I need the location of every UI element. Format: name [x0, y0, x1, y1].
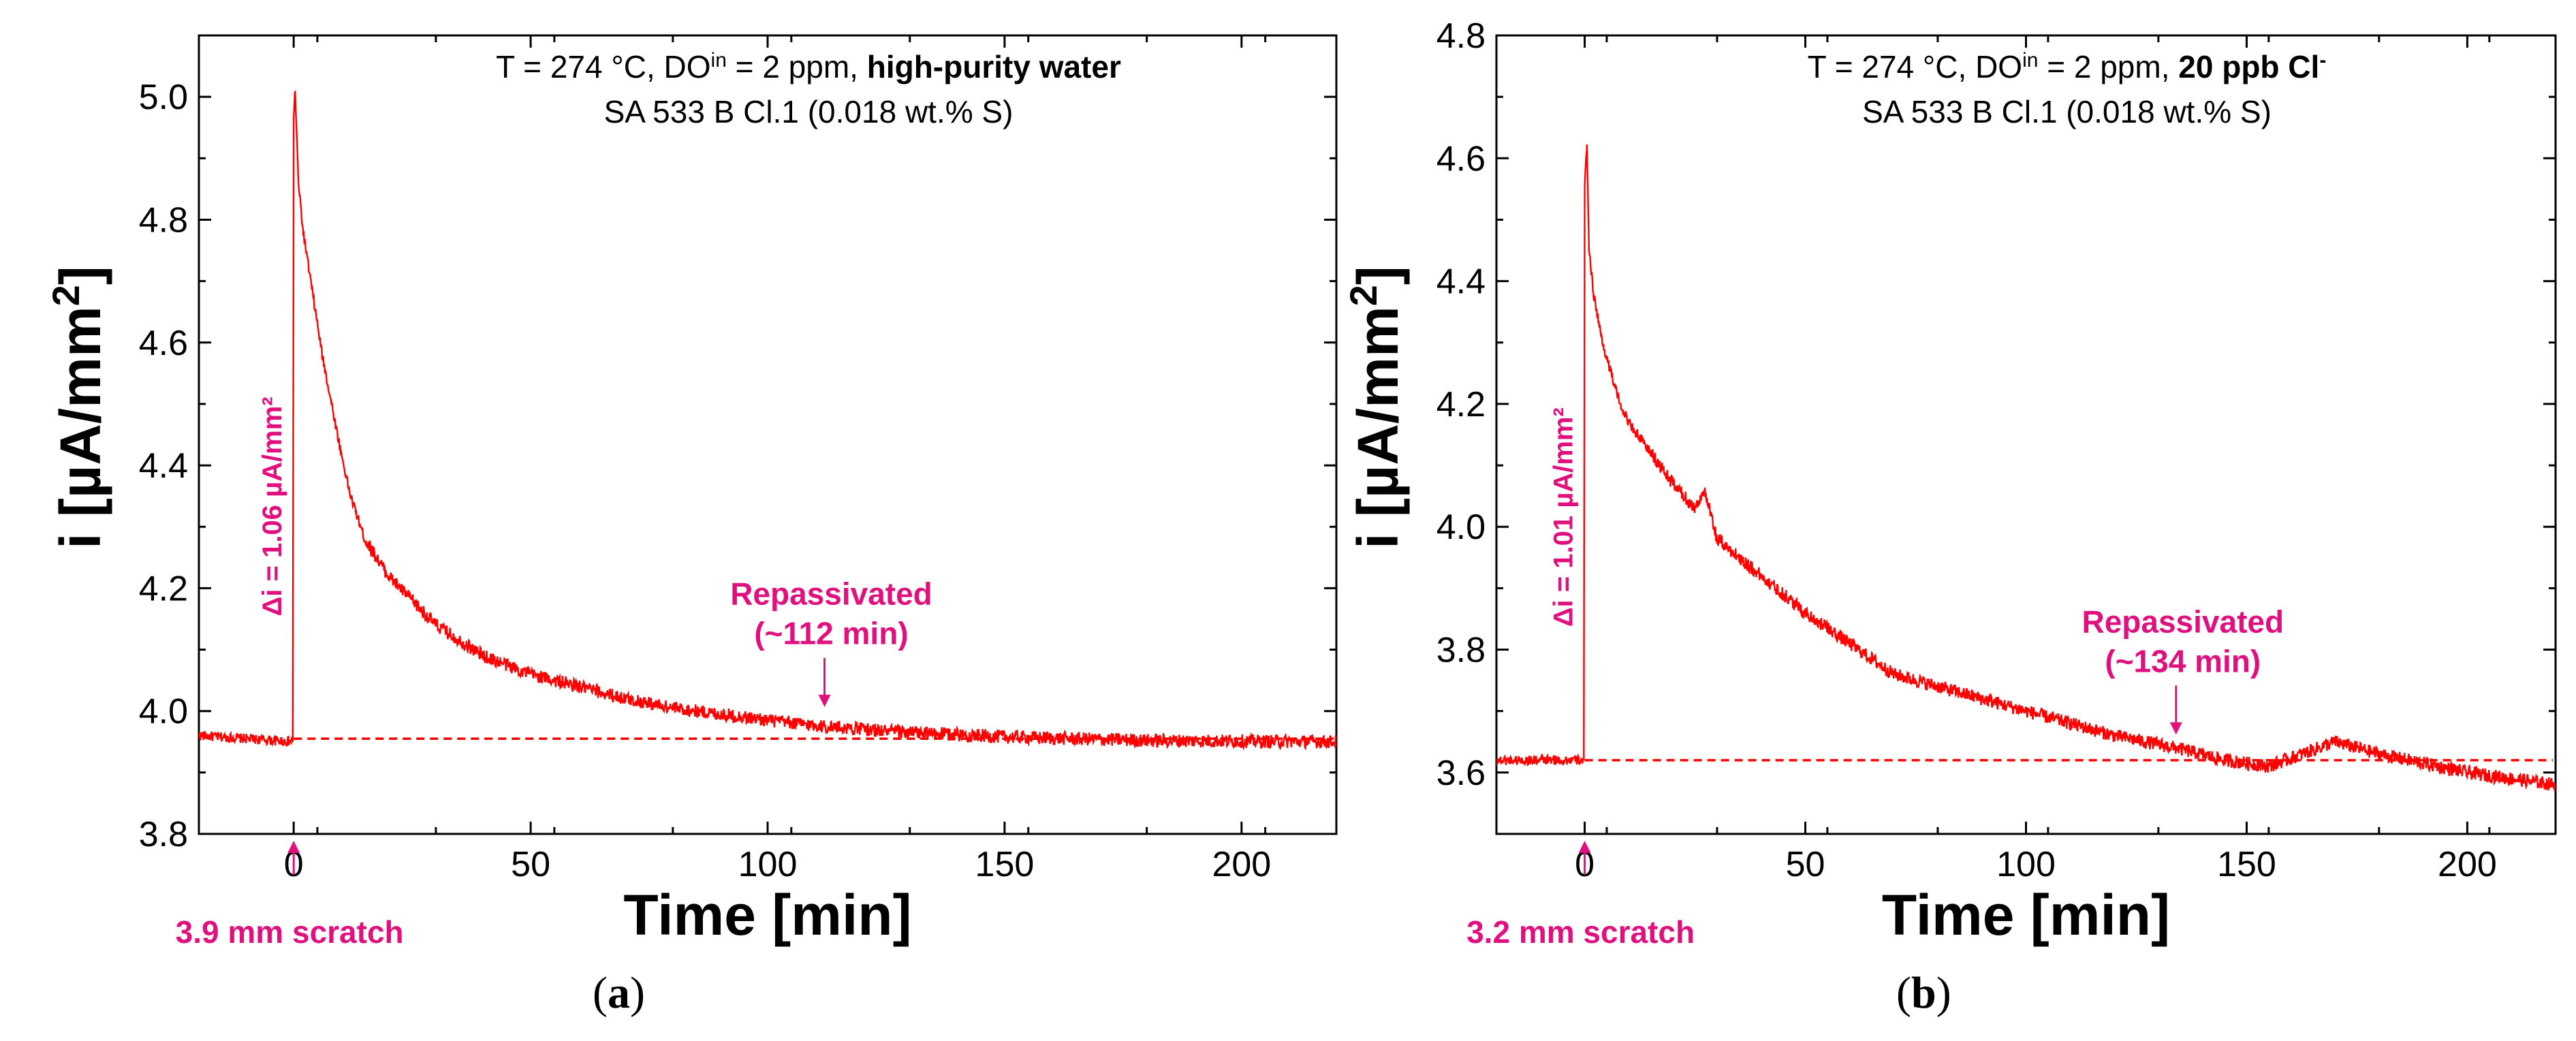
title-prefix: T = 274 °C, DO [496, 49, 710, 84]
title-bold-superscript: - [2319, 49, 2326, 72]
chart-title-line2: SA 533 B Cl.1 (0.018 wt.% S) [1862, 94, 2272, 129]
series-line [1496, 144, 2556, 792]
x-tick-label: 150 [2217, 845, 2276, 884]
x-tick-label: 150 [975, 845, 1035, 884]
series-line [199, 90, 1336, 751]
y-axis-label-end: ] [48, 266, 112, 285]
repassivated-label: Repassivated [730, 576, 932, 612]
panel-label-a: (a) [593, 968, 645, 1018]
scratch-label: 3.9 mm scratch [176, 914, 404, 950]
y-tick-label: 4.8 [139, 200, 188, 240]
scratch-arrow-head [287, 841, 300, 853]
x-tick-label: 200 [2438, 845, 2497, 884]
title-middle: = 2 ppm, [2038, 49, 2178, 84]
title-superscript: in [711, 49, 727, 72]
y-axis-label-sup: 2 [44, 285, 87, 306]
scratch-arrow-head [1578, 841, 1591, 853]
y-axis-label-end: ] [1346, 266, 1410, 285]
y-tick-label: 5.0 [139, 78, 188, 117]
y-tick-label: 4.2 [139, 569, 188, 608]
y-axis-label-main: i [µA/mm [48, 306, 112, 548]
repassivated-arrow-head [818, 694, 831, 707]
y-axis-label: i [µA/mm2] [44, 266, 113, 549]
x-tick-label: 100 [738, 845, 798, 884]
title-middle: = 2 ppm, [727, 49, 867, 84]
x-tick-label: 100 [1996, 845, 2056, 884]
plot-frame [1495, 34, 2557, 835]
chart-title-line1: T = 274 °C, DOin = 2 ppm, high-purity wa… [496, 49, 1121, 85]
title-bold: high-purity water [867, 49, 1121, 84]
y-tick-label: 4.0 [139, 692, 188, 732]
x-tick-label: 50 [511, 845, 550, 884]
panel-label-b: (b) [1896, 968, 1951, 1018]
y-tick-label: 4.4 [1436, 262, 1486, 302]
title-prefix: T = 274 °C, DO [1808, 49, 2022, 84]
y-tick-label: 3.8 [139, 815, 188, 854]
scratch-label: 3.2 mm scratch [1466, 914, 1695, 950]
repassivated-time: (~134 min) [2105, 643, 2261, 679]
title-superscript: in [2022, 49, 2038, 72]
x-axis-label: Time [min] [623, 883, 911, 947]
title-bold: 20 ppb Cl [2178, 49, 2319, 84]
chart-title-line2: SA 533 B Cl.1 (0.018 wt.% S) [604, 94, 1014, 129]
y-tick-label: 4.0 [1436, 508, 1486, 547]
y-tick-label: 3.8 [1436, 631, 1486, 670]
y-tick-label: 4.6 [1436, 139, 1486, 178]
y-tick-label: 4.6 [139, 324, 188, 363]
x-tick-label: 200 [1212, 845, 1271, 884]
step-annotation: Δi = 1.01 µA/mm² [1549, 407, 1579, 627]
y-axis-label-main: i [µA/mm [1346, 306, 1410, 548]
x-axis-label: Time [min] [1882, 883, 2170, 947]
y-axis-label: i [µA/mm2] [1342, 266, 1411, 549]
x-tick-label: 50 [1786, 845, 1825, 884]
y-tick-label: 4.2 [1436, 385, 1486, 424]
y-tick-label: 3.6 [1436, 753, 1486, 793]
step-annotation: Δi = 1.06 µA/mm² [257, 397, 287, 616]
repassivated-arrow-head [2169, 722, 2182, 735]
chart-title-line1: T = 274 °C, DOin = 2 ppm, 20 ppb Cl- [1808, 49, 2327, 85]
repassivated-label: Repassivated [2082, 604, 2284, 639]
plot-frame [198, 34, 1338, 835]
repassivated-time: (~112 min) [754, 616, 908, 651]
y-axis-label-sup: 2 [1342, 285, 1385, 306]
y-tick-label: 4.4 [139, 446, 188, 486]
y-tick-label: 4.8 [1436, 16, 1486, 56]
